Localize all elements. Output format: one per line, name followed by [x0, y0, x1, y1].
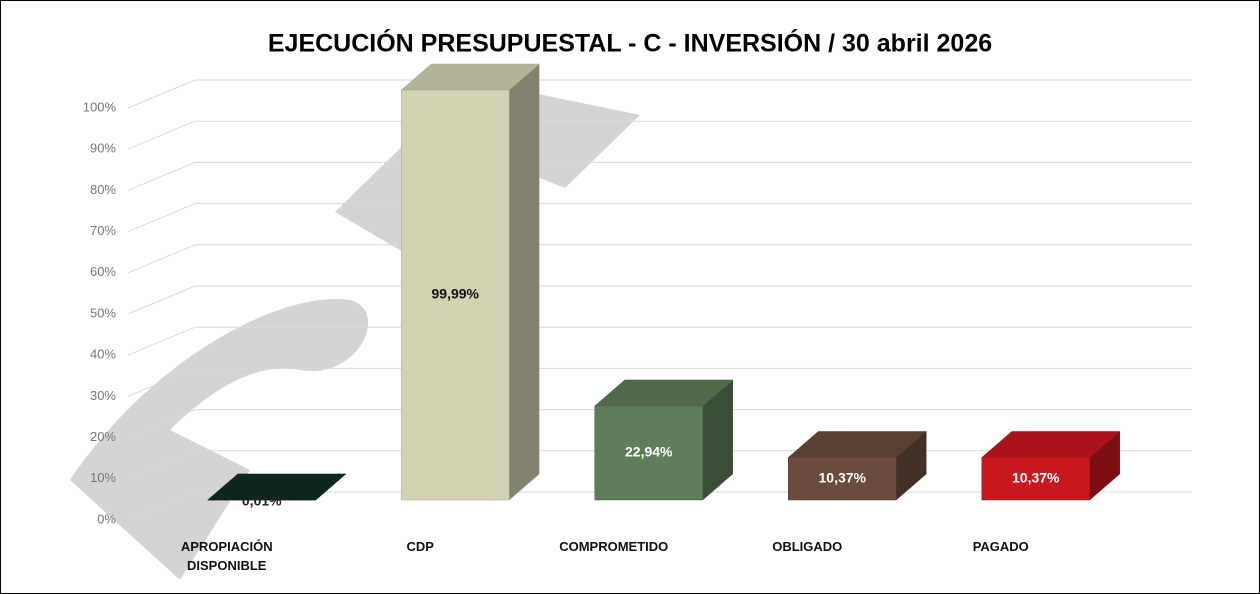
x-tick-label: CDP [406, 539, 434, 554]
bar [787, 430, 927, 501]
value-label: 10,37% [819, 469, 867, 485]
bar [594, 379, 734, 501]
y-tick-label: 40% [90, 347, 116, 362]
bar-front [788, 457, 897, 501]
x-tick-label: OBLIGADO [772, 539, 843, 554]
grid-line [127, 244, 1192, 274]
grid-line [127, 367, 1192, 397]
y-tick-label: 50% [90, 305, 116, 320]
bar-side [509, 63, 540, 501]
y-tick-label: 100% [83, 99, 117, 114]
bar [400, 63, 540, 501]
value-label: 99,99% [432, 286, 480, 302]
y-tick-label: 60% [90, 264, 116, 279]
grid-line [127, 161, 1192, 191]
bar [207, 473, 347, 501]
y-tick-label: 10% [90, 470, 116, 485]
grid-line [127, 203, 1192, 233]
x-tick-label: COMPROMETIDO [559, 539, 669, 554]
bar-front [401, 89, 510, 501]
x-tick-label: APROPIACIÓN DISPONIBLE [180, 539, 273, 573]
y-tick-label: 70% [90, 223, 116, 238]
grid-line [127, 326, 1192, 356]
y-tick-label: 30% [90, 388, 116, 403]
bar-front [981, 457, 1090, 501]
bar-front [594, 405, 703, 501]
x-tick-label: PAGADO [972, 539, 1029, 554]
y-tick-label: 20% [90, 429, 116, 444]
value-label: 22,94% [625, 444, 673, 460]
grid-line [127, 285, 1192, 315]
grid-line [127, 120, 1192, 150]
chart-title: EJECUCIÓN PRESUPUESTAL - C - INVERSIÓN /… [268, 28, 992, 58]
y-tick-label: 80% [90, 182, 116, 197]
value-label: 10,37% [1012, 469, 1060, 485]
value-label: 0,01% [242, 493, 282, 509]
grid-line [127, 409, 1192, 439]
grid-line [127, 79, 1192, 109]
y-tick-label: 0% [97, 511, 116, 526]
y-tick-label: 90% [90, 141, 116, 156]
bar [981, 430, 1121, 501]
